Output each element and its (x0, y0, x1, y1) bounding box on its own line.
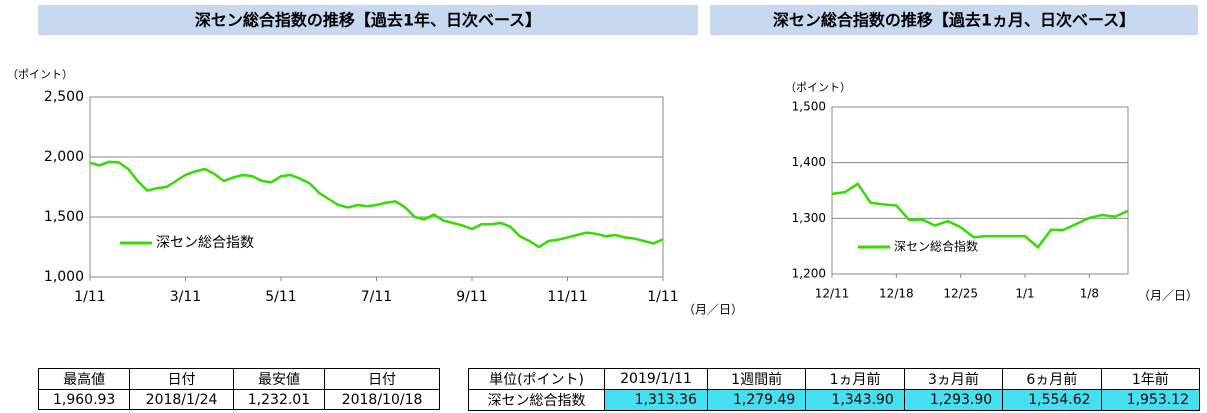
table-cell: 1,232.01 (232, 389, 326, 410)
table-row: 単位(ポイント) 2019/1/11 1週間前 1ヵ月前 3ヵ月前 6ヵ月前 1年前 (467, 368, 1201, 390)
table-row: 最高値 日付 最安値 日付 (37, 368, 440, 390)
comparison-table: 単位(ポイント) 2019/1/11 1週間前 1ヵ月前 3ヵ月前 6ヵ月前 1年前 深セン総… (467, 368, 1201, 411)
summary-table: 最高値 日付 最安値 日付 1,960.93 2018/1/24 1,232.01 2018/… (37, 368, 440, 410)
table-cell: 日付 (324, 368, 440, 390)
table-cell: 単位(ポイント) (467, 368, 606, 390)
y-axis-label: （ポイント） (7, 68, 73, 81)
y-tick-label: 1,500 (792, 100, 826, 114)
data-line (831, 182, 1129, 250)
table-cell: 2018/10/18 (324, 389, 440, 410)
table-cell: 最高値 (37, 368, 131, 390)
table-cell: 6ヵ月前 (1002, 368, 1102, 390)
y-tick-label: 1,500 (44, 209, 84, 225)
data-line (89, 160, 664, 249)
x-tick-label: 12/25 (943, 287, 978, 301)
table-cell: 最安値 (232, 368, 326, 390)
table-row: 深セン総合指数 1,313.36 1,279.49 1,343.90 1,293.90 1… (467, 389, 1201, 411)
table-cell: 1週間前 (706, 368, 807, 390)
table-row: 1,960.93 2018/1/24 1,232.01 2018/10/18 (37, 389, 440, 410)
legend-label: 深セン総合指数 (894, 239, 978, 254)
x-tick-label: 12/18 (879, 287, 914, 301)
y-tick-label: 1,200 (792, 267, 826, 281)
table-cell: 1年前 (1100, 368, 1201, 390)
x-tick-label: 3/11 (170, 289, 201, 305)
table-cell: 日付 (129, 368, 234, 390)
x-axis-label: （月／日） (1138, 289, 1198, 303)
legend-label: 深セン総合指数 (156, 235, 254, 251)
title-bar (710, 5, 1198, 35)
y-tick-label: 2,000 (44, 149, 84, 165)
table-cell: 1,960.93 (37, 389, 131, 410)
x-tick-label: 1/8 (1080, 287, 1099, 301)
x-tick-label: 1/11 (74, 289, 105, 305)
table-cell: 1,343.90 (805, 389, 905, 411)
table-cell: 2019/1/11 (604, 368, 708, 390)
table-cell: 1,279.49 (706, 389, 807, 411)
table-cell: 1,313.36 (604, 389, 708, 411)
x-tick-label: 12/11 (815, 287, 850, 301)
table-cell: 2018/1/24 (129, 389, 234, 410)
table-cell: 1ヵ月前 (805, 368, 905, 390)
x-tick-label: 11/11 (547, 289, 587, 305)
y-tick-label: 2,500 (44, 89, 84, 105)
y-tick-label: 1,300 (792, 211, 826, 225)
x-axis-label: （月／日） (683, 303, 743, 317)
title-bar (38, 5, 698, 35)
x-tick-label: 7/11 (361, 289, 392, 305)
x-tick-label: 5/11 (265, 289, 296, 305)
y-tick-label: 1,000 (44, 269, 84, 285)
chart-title: 深セン総合指数の推移【過去1ヵ月、日次ベース】 (773, 11, 1135, 30)
x-tick-label: 9/11 (456, 289, 487, 305)
table-cell: 1,953.12 (1100, 389, 1201, 411)
y-tick-label: 1,400 (792, 155, 826, 169)
table-cell: 1,554.62 (1002, 389, 1102, 411)
x-tick-label: 1/11 (647, 289, 678, 305)
table-cell: 深セン総合指数 (467, 389, 606, 411)
plot-area (89, 96, 664, 278)
plot-area (831, 106, 1129, 275)
table-cell: 1,293.90 (903, 389, 1004, 411)
y-axis-label: （ポイント） (785, 81, 851, 94)
chart-title: 深セン総合指数の推移【過去1年、日次ベース】 (195, 11, 541, 30)
table-cell: 3ヵ月前 (903, 368, 1004, 390)
x-tick-label: 1/1 (1015, 287, 1034, 301)
